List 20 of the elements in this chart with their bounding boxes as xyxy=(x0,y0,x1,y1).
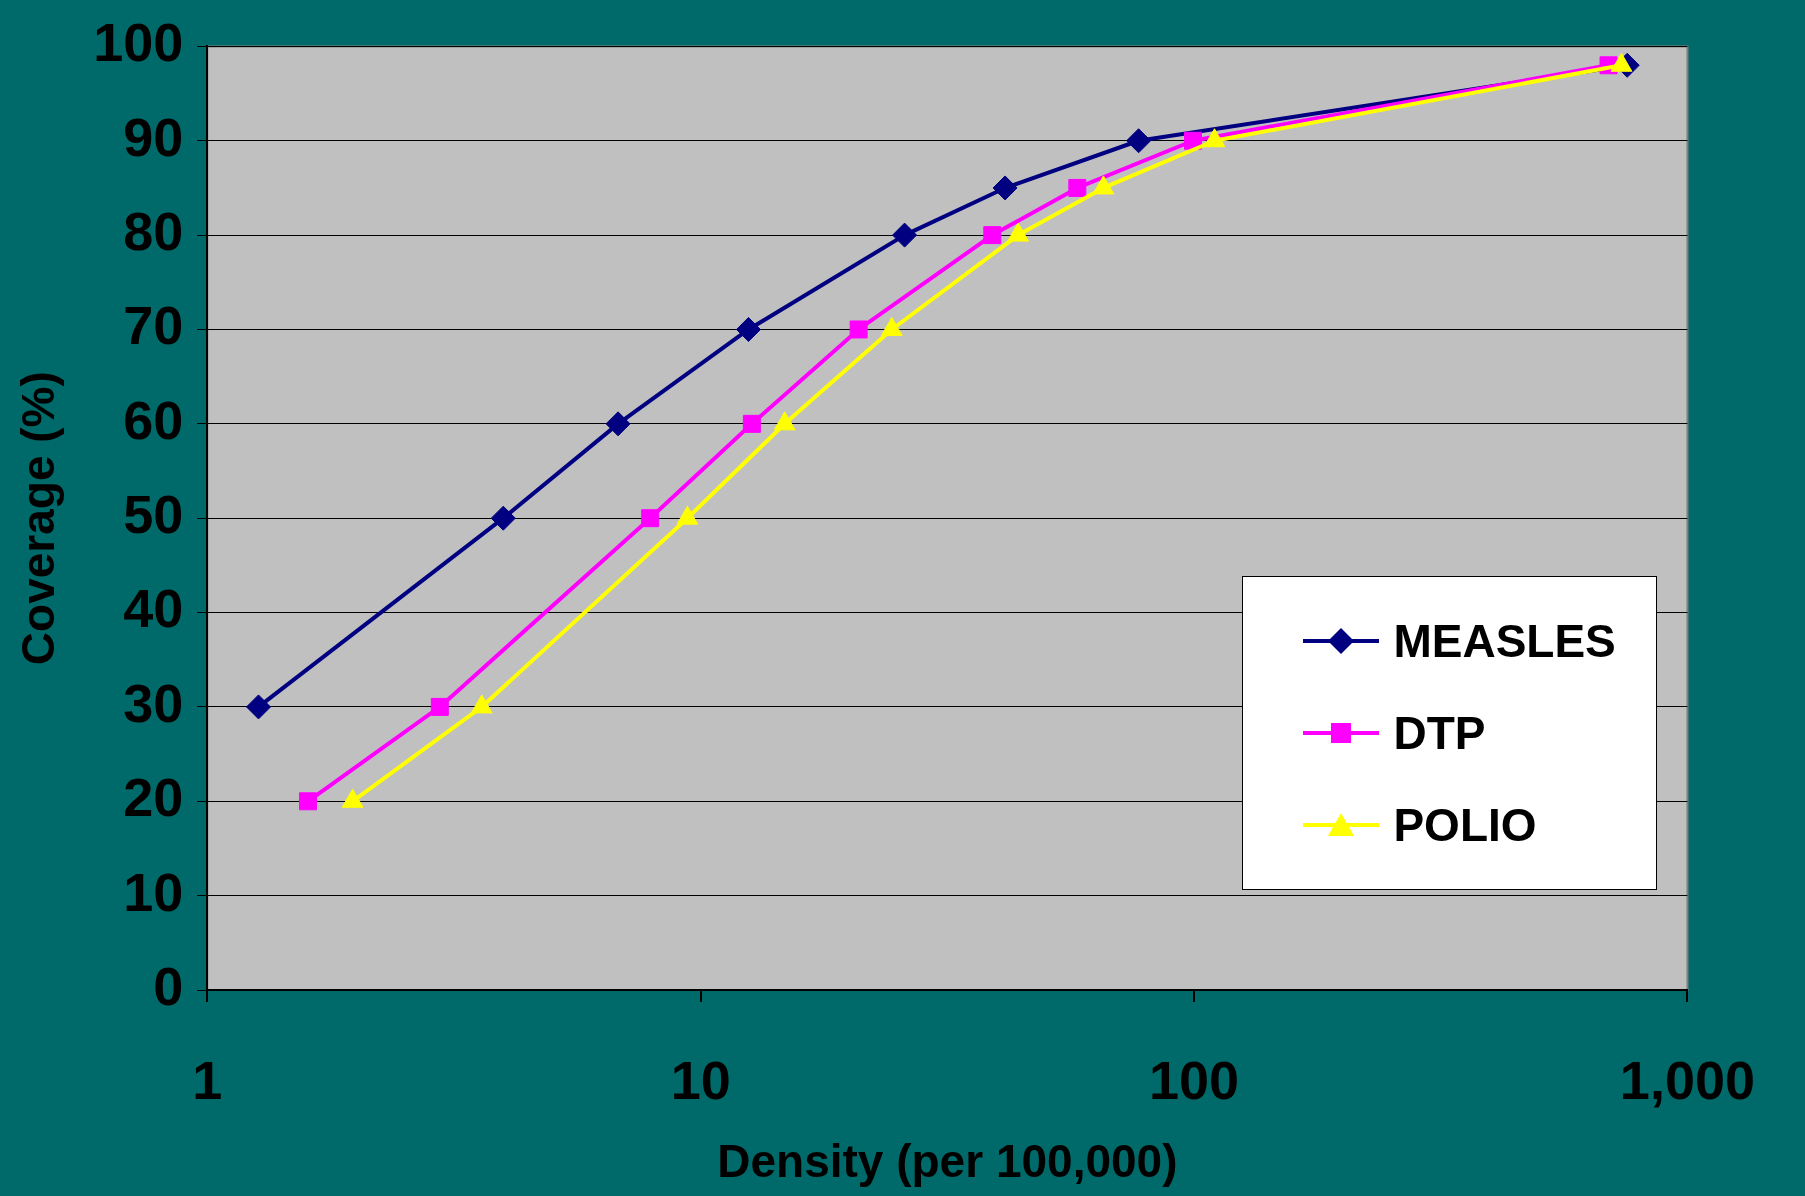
y-axis-title: Coverage (%) xyxy=(12,371,65,666)
y-tick-label: 0 xyxy=(153,955,184,1016)
x-tick-label: 1 xyxy=(192,1050,223,1111)
y-tick-label: 20 xyxy=(123,767,184,828)
y-tick-label: 100 xyxy=(93,12,184,73)
y-tick-label: 70 xyxy=(123,295,184,356)
y-tick-label: 30 xyxy=(123,672,184,733)
x-tick-label: 10 xyxy=(670,1050,731,1111)
x-axis-title: Density (per 100,000) xyxy=(717,1135,1178,1188)
x-tick-label: 1,000 xyxy=(1619,1050,1755,1111)
y-tick-label: 90 xyxy=(123,106,184,167)
y-tick-label: 60 xyxy=(123,389,184,450)
legend-label: DTP xyxy=(1393,706,1486,761)
x-tick-label: 100 xyxy=(1149,1050,1240,1111)
y-tick-label: 80 xyxy=(123,201,184,262)
y-tick-label: 40 xyxy=(123,578,184,639)
legend-label: POLIO xyxy=(1393,798,1537,853)
legend-label: MEASLES xyxy=(1393,614,1616,669)
y-tick-label: 10 xyxy=(123,861,184,922)
y-tick-label: 50 xyxy=(123,484,184,545)
